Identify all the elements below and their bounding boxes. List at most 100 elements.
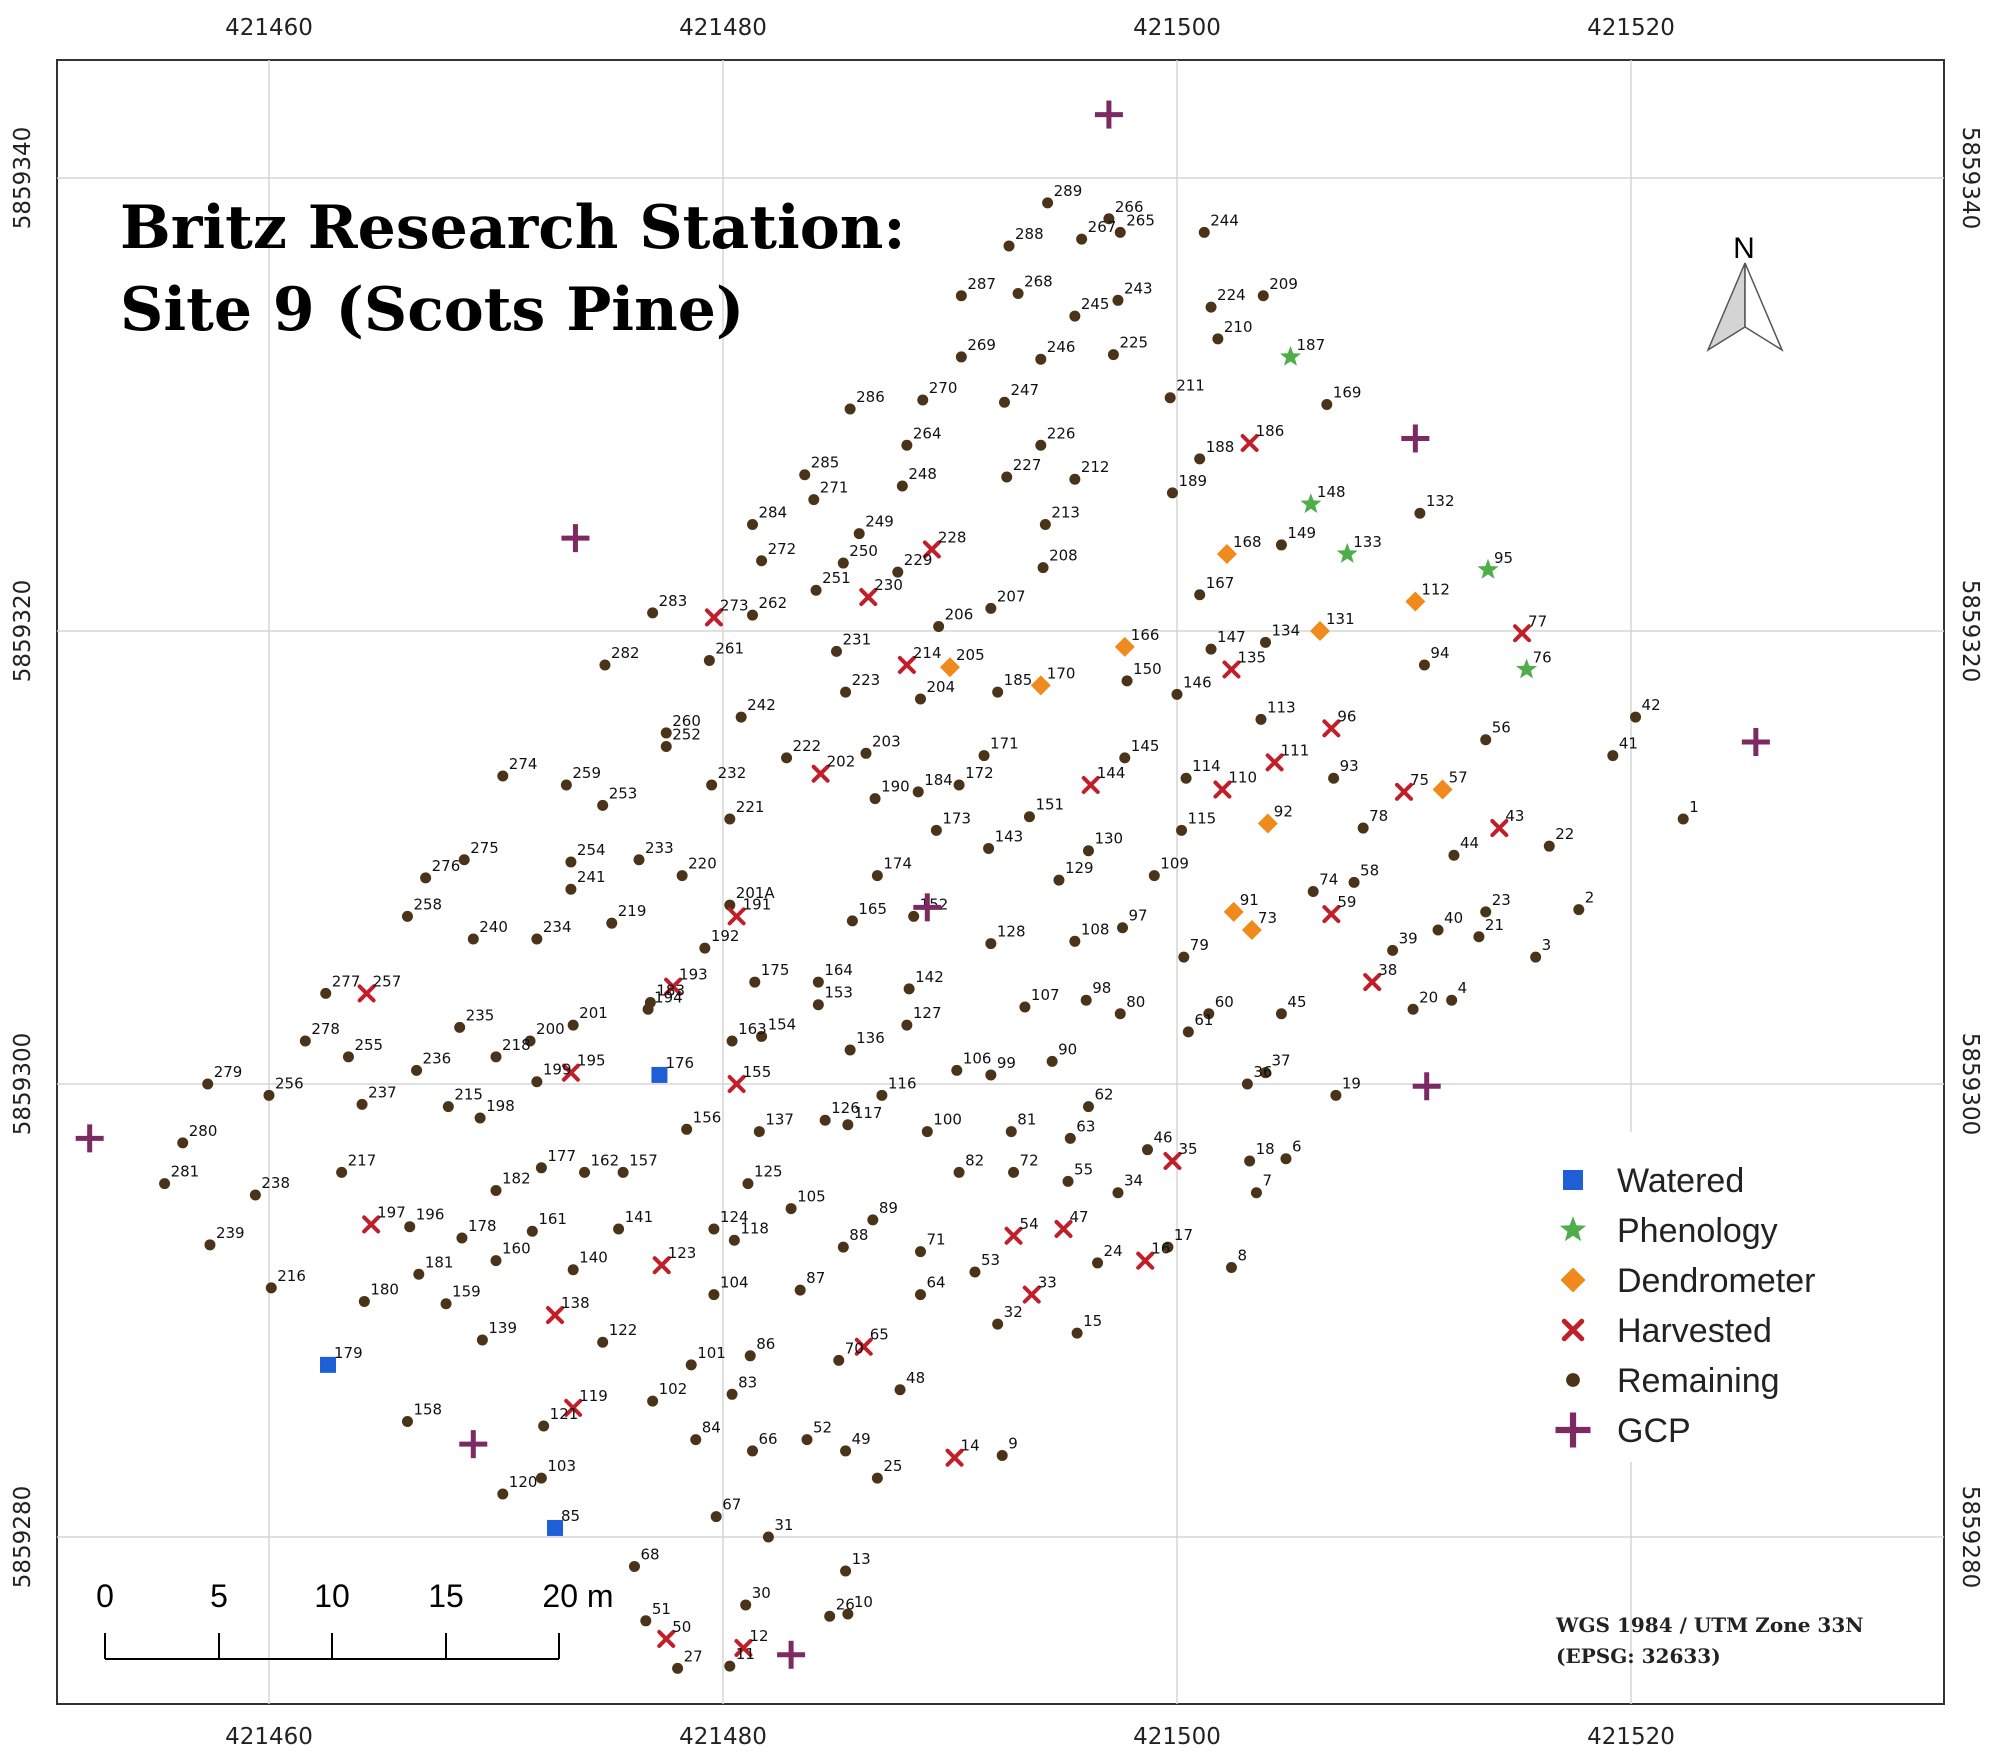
tree-id-label: 205 [956,646,985,664]
tree-id-label: 76 [1533,649,1552,667]
tree-id-label: 220 [688,855,717,873]
tree-id-label: 83 [738,1373,757,1391]
remaining-tree-marker [263,1089,275,1101]
tree-id-label: 97 [1129,907,1148,925]
tree-id-label: 131 [1326,610,1355,628]
dendrometer-tree-marker [1223,901,1244,922]
remaining-tree-marker [356,1098,368,1110]
remaining-tree-marker [921,1126,933,1138]
remaining-tree-marker [871,870,883,882]
remaining-tree-marker [853,528,865,540]
gcp-cross-icon [1401,424,1430,453]
tree-id-label: 91 [1240,891,1259,909]
tree-id-label: 35 [1178,1140,1197,1158]
tree-id-label: 190 [881,778,910,796]
tree-id-label: 21 [1485,916,1504,934]
tree-id-label: 183 [656,981,685,999]
tree-id-label: 196 [416,1206,445,1224]
remaining-tree-marker [1076,233,1088,245]
remaining-tree-marker [1092,1257,1104,1269]
remaining-tree-marker [660,741,672,753]
tree-id-label: 270 [929,379,958,397]
harvested-tree-marker [664,977,683,996]
remaining-tree-marker [726,1388,738,1400]
crs-note-line-1: WGS 1984 / UTM Zone 33N [1555,1613,1864,1637]
harvested-tree-marker [1022,1285,1041,1304]
y-tick-right-5859340: 5859340 [1957,127,1983,229]
remaining-tree-marker [1225,1261,1237,1273]
tree-id-label: 48 [906,1369,925,1387]
tree-id-label: 173 [942,809,971,827]
tree-id-label: 172 [965,764,994,782]
tree-id-label: 15 [1083,1312,1102,1330]
remaining-tree-marker [955,351,967,363]
tree-id-label: 281 [171,1163,200,1181]
remaining-tree-marker [703,654,715,666]
remaining-tree-marker [1255,713,1267,725]
phenology-tree-marker [1516,658,1537,679]
remaining-tree-marker [708,1223,720,1235]
remaining-tree-marker [953,1166,965,1178]
brown-dot-icon [1566,1373,1580,1387]
remaining-tree-marker [336,1166,348,1178]
x-tick-bottom-421500: 421500 [1133,1724,1221,1750]
tree-id-label: 129 [1065,859,1094,877]
harvested-tree-marker [897,655,916,674]
tree-id-label: 244 [1210,211,1239,229]
remaining-tree-marker [490,1051,502,1063]
tree-id-label: 275 [470,839,499,857]
remaining-tree-marker [869,793,881,805]
remaining-tree-marker [1275,1008,1287,1020]
tree-id-label: 204 [926,678,955,696]
tree-id-label: 224 [1217,286,1246,304]
tree-id-label: 106 [963,1049,992,1067]
watered-tree-marker [320,1356,337,1373]
tree-id-label: 82 [965,1151,984,1169]
tree-id-label: 138 [561,1294,590,1312]
legend-label-dendrometer: Dendrometer [1617,1262,1815,1300]
tree-id-label: 42 [1642,696,1661,714]
tree-id-label: 66 [759,1430,778,1448]
blue-square-icon [1563,1170,1583,1190]
tree-id-label: 208 [1049,547,1078,565]
tree-id-label: 250 [849,542,878,560]
remaining-tree-marker [992,686,1004,698]
harvested-tree-marker [1004,1226,1023,1245]
remaining-tree-marker [1069,310,1081,322]
tree-id-label: 56 [1492,719,1511,737]
tree-id-label: 77 [1528,612,1547,630]
harvested-tree-marker [561,1063,580,1082]
remaining-tree-marker [617,1166,629,1178]
tree-id-label: 3 [1542,936,1552,954]
remaining-tree-marker [819,1114,831,1126]
remaining-tree-marker [1141,1144,1153,1156]
tree-id-label: 139 [488,1319,517,1337]
tree-id-label: 186 [1256,422,1285,440]
north-arrow-icon: N [1706,232,1784,352]
tree-id-label: 213 [1051,504,1080,522]
tree-id-label: 120 [509,1473,538,1491]
tree-id-label: 110 [1228,769,1257,787]
tree-id-label: 178 [468,1217,497,1235]
tree-id-label: 12 [749,1627,768,1645]
remaining-tree-marker [706,779,718,791]
tree-id-label: 160 [502,1240,531,1258]
remaining-tree-marker [1114,226,1126,238]
x-tick-top-421460: 421460 [225,15,313,41]
harvested-tree-marker [811,764,830,783]
remaining-tree-marker [753,1126,765,1138]
tree-id-label: 25 [883,1457,902,1475]
tree-id-label: 74 [1319,870,1338,888]
remaining-tree-marker [744,1350,756,1362]
tree-id-label: 88 [849,1226,868,1244]
remaining-tree-marker [747,519,759,531]
tree-id-label: 202 [827,753,856,771]
tree-id-label: 177 [547,1147,576,1165]
remaining-tree-marker [908,910,920,922]
tree-id-label: 142 [915,968,944,986]
tree-id-label: 184 [924,771,953,789]
tree-id-label: 27 [684,1647,703,1665]
remaining-tree-marker [467,933,479,945]
remaining-tree-marker [892,566,904,578]
tree-id-label: 45 [1287,993,1306,1011]
